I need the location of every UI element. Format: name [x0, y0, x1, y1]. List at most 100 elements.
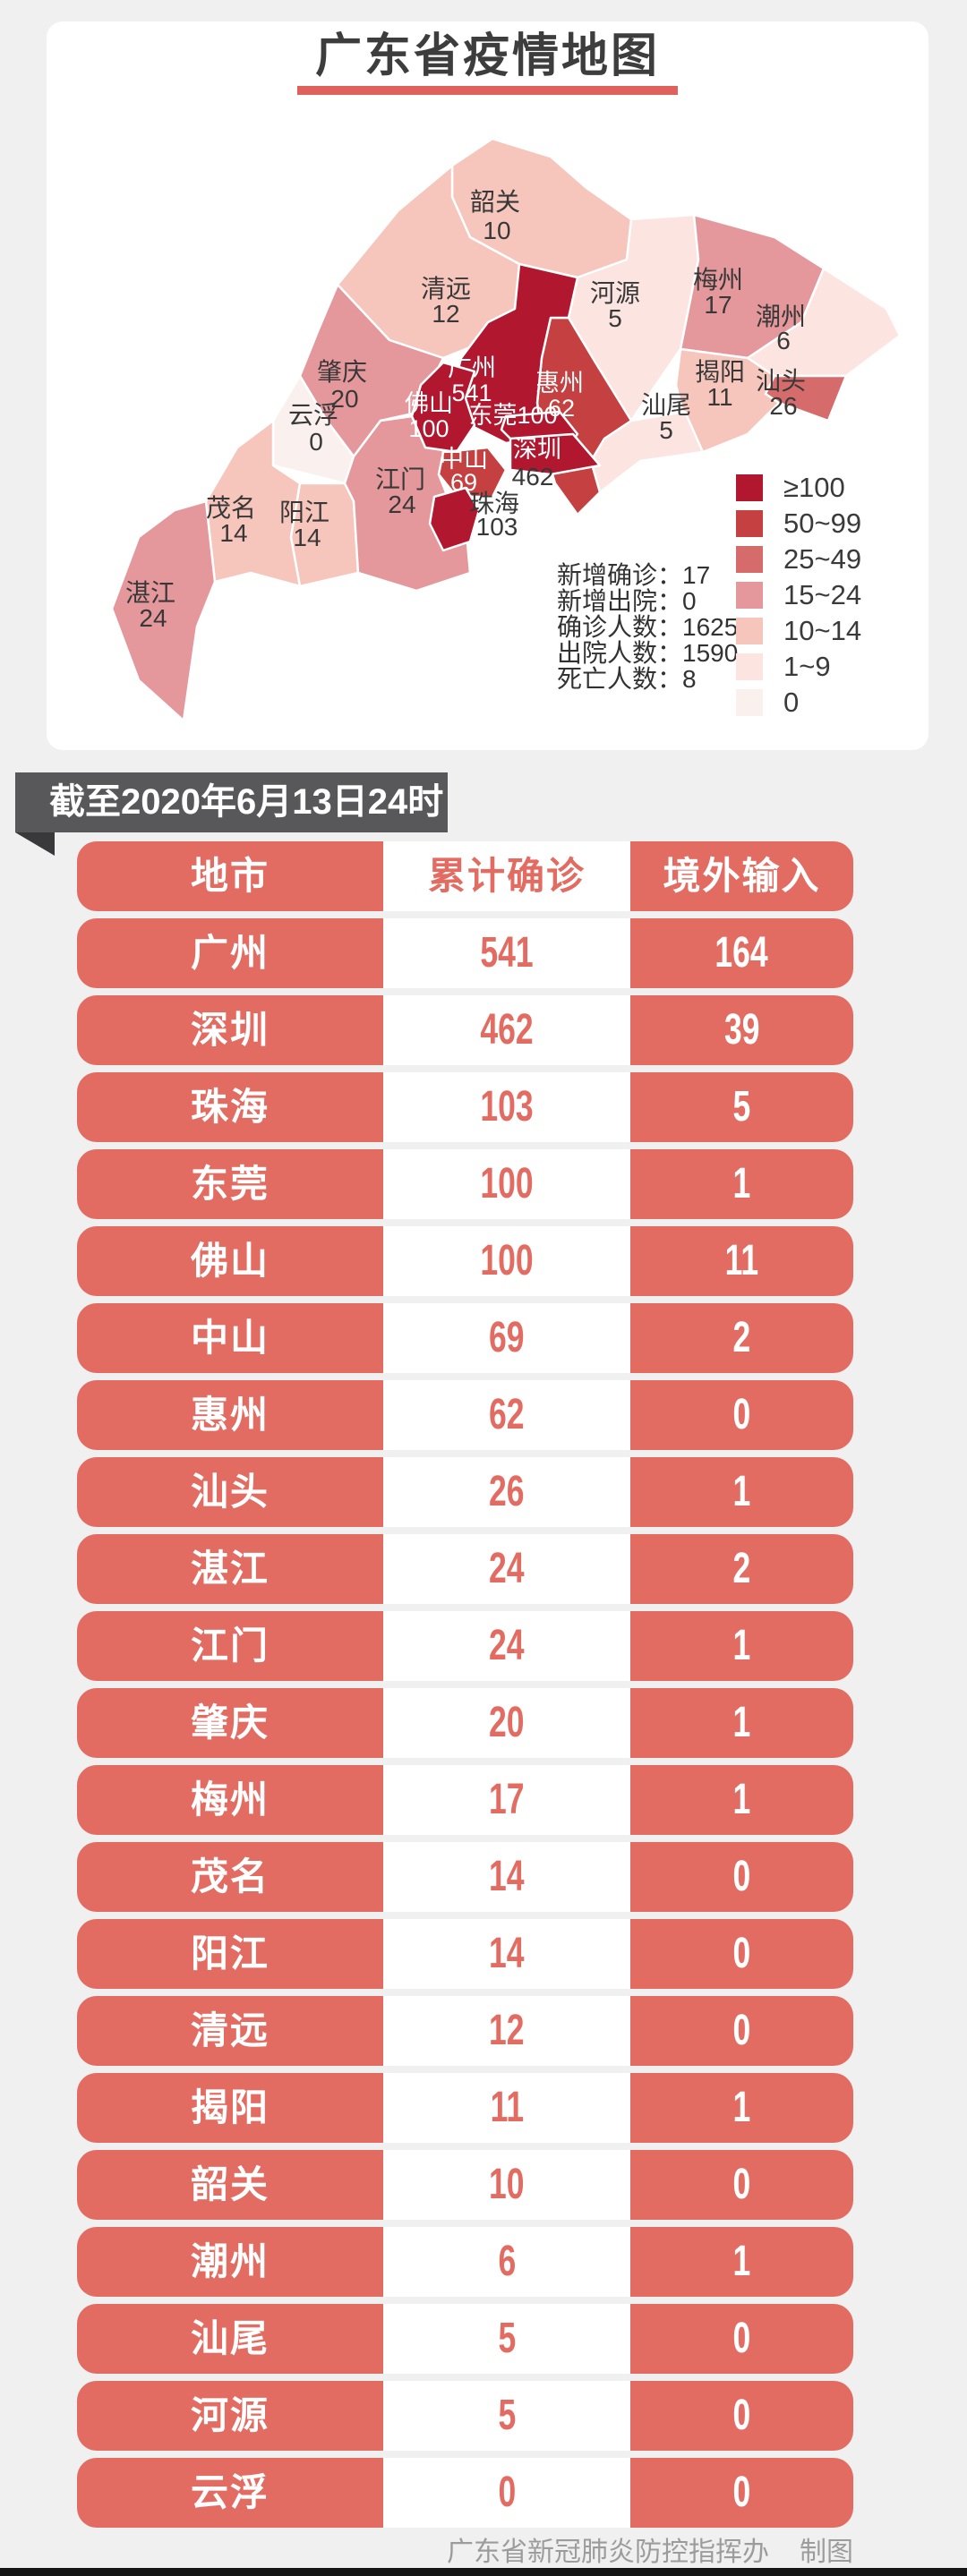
map-region: [110, 499, 217, 722]
confirmed-cell: 69: [383, 1303, 630, 1373]
map-region-label: 肇庆: [317, 358, 367, 386]
header-imported: 境外输入: [630, 841, 853, 911]
legend-swatch: [736, 546, 763, 573]
city-cell: 清远: [77, 1996, 383, 2066]
table-row: 江门 24 1: [77, 1611, 853, 1681]
map-region-value: 100: [408, 415, 449, 442]
map-region-label: 清远: [421, 275, 471, 303]
table-row: 湛江 24 2: [77, 1534, 853, 1604]
imported-value: 164: [715, 929, 769, 977]
confirmed-cell: 14: [383, 1842, 630, 1912]
map-region-label: 潮州: [756, 303, 806, 330]
map-region-label: 汕尾: [641, 391, 691, 419]
city-cell: 佛山: [77, 1226, 383, 1296]
city-cell: 东莞: [77, 1149, 383, 1219]
imported-value: 1: [732, 1160, 751, 1207]
imported-cell: 0: [630, 2381, 853, 2451]
imported-value: 39: [723, 1006, 760, 1053]
confirmed-cell: 100: [383, 1149, 630, 1219]
map-region-label: 阳江: [279, 499, 329, 526]
confirmed-cell: 24: [383, 1611, 630, 1681]
map-region-value: 24: [139, 604, 167, 632]
legend-item: ≥100: [736, 472, 861, 503]
city-cell: 肇庆: [77, 1688, 383, 1758]
table-row: 清远 12 0: [77, 1996, 853, 2066]
confirmed-value: 14: [489, 1930, 525, 1977]
city-cell: 惠州: [77, 1380, 383, 1450]
legend-swatch: [736, 653, 763, 680]
stat-line: 新增出院：0: [557, 587, 697, 615]
confirmed-value: 462: [480, 1006, 534, 1053]
imported-cell: 1: [630, 1149, 853, 1219]
table-body: 广州 541 164 深圳 462 39 珠海 103 5 东莞 100 1 佛山 100 11 中山 69 2 惠…: [77, 918, 853, 2528]
city-cell: 湛江: [77, 1534, 383, 1604]
table-row: 云浮 0 0: [77, 2458, 853, 2528]
imported-value: 1: [732, 1776, 751, 1823]
confirmed-cell: 103: [383, 1072, 630, 1142]
confirmed-value: 24: [489, 1622, 525, 1669]
confirmed-value: 100: [480, 1160, 534, 1207]
confirmed-value: 20: [489, 1699, 525, 1746]
map-region-label: 湛江: [125, 579, 175, 607]
legend-swatch: [736, 510, 763, 537]
confirmed-cell: 11: [383, 2073, 630, 2143]
map-region-value: 103: [476, 513, 518, 541]
map-region-value: 5: [659, 416, 673, 444]
map-region-label: 韶关: [470, 188, 520, 216]
map-region-value: 541: [451, 380, 492, 406]
confirmed-value: 24: [489, 1545, 525, 1592]
map-region-label: 深圳: [513, 436, 561, 463]
map-region-label: 佛山: [405, 390, 453, 417]
confirmed-value: 17: [489, 1776, 525, 1823]
confirmed-value: 10: [489, 2161, 525, 2208]
date-banner: 截至2020年6月13日24时: [15, 772, 448, 832]
footer-org: 广东省新冠肺炎防控指挥办: [447, 2538, 769, 2567]
legend-label: 50~99: [783, 508, 862, 539]
map-region-label: 东莞100: [468, 402, 557, 429]
imported-value: 11: [724, 1237, 759, 1284]
imported-value: 1: [732, 2238, 751, 2285]
legend-label: 15~24: [783, 579, 862, 610]
city-cell: 汕尾: [77, 2304, 383, 2374]
confirmed-value: 69: [489, 1314, 525, 1361]
imported-cell: 1: [630, 1688, 853, 1758]
imported-cell: 164: [630, 918, 853, 988]
imported-cell: 1: [630, 1457, 853, 1527]
table-row: 韶关 10 0: [77, 2150, 853, 2220]
table-row: 广州 541 164: [77, 918, 853, 988]
confirmed-value: 100: [480, 1237, 534, 1284]
imported-value: 5: [732, 1083, 751, 1130]
confirmed-cell: 20: [383, 1688, 630, 1758]
table-row: 揭阳 11 1: [77, 2073, 853, 2143]
legend-swatch: [736, 582, 763, 609]
map-region: [428, 486, 481, 552]
stat-line: 出院人数：1590: [557, 639, 739, 667]
map-region-label: 惠州: [535, 370, 584, 397]
footer-credit: 广东省新冠肺炎防控指挥办 制图: [447, 2529, 853, 2569]
imported-value: 0: [732, 2392, 751, 2439]
legend-swatch: [736, 689, 763, 716]
map-region-value: 62: [548, 395, 575, 422]
map-legend: ≥100 50~99 25~49 15~24 10~14 1~9 0: [736, 472, 862, 725]
map-region-label: 揭阳: [695, 358, 745, 386]
imported-value: 0: [732, 1930, 751, 1977]
map-region-label: 中山: [440, 446, 488, 473]
banner-fold: [15, 832, 55, 856]
table-row: 阳江 14 0: [77, 1919, 853, 1989]
map-region-label: 广州: [448, 354, 496, 381]
map-region-label: 河源: [590, 279, 640, 307]
imported-value: 1: [732, 2084, 751, 2131]
confirmed-value: 6: [498, 2238, 516, 2285]
map-region-value: 20: [330, 385, 358, 413]
city-cell: 揭阳: [77, 2073, 383, 2143]
confirmed-value: 62: [489, 1391, 525, 1438]
confirmed-value: 0: [498, 2469, 516, 2516]
map-region: [509, 432, 602, 476]
map-region-value: 11: [706, 383, 732, 411]
imported-value: 1: [732, 1468, 751, 1515]
confirmed-cell: 62: [383, 1380, 630, 1450]
imported-cell: 2: [630, 1534, 853, 1604]
imported-cell: 0: [630, 1842, 853, 1912]
confirmed-cell: 5: [383, 2304, 630, 2374]
